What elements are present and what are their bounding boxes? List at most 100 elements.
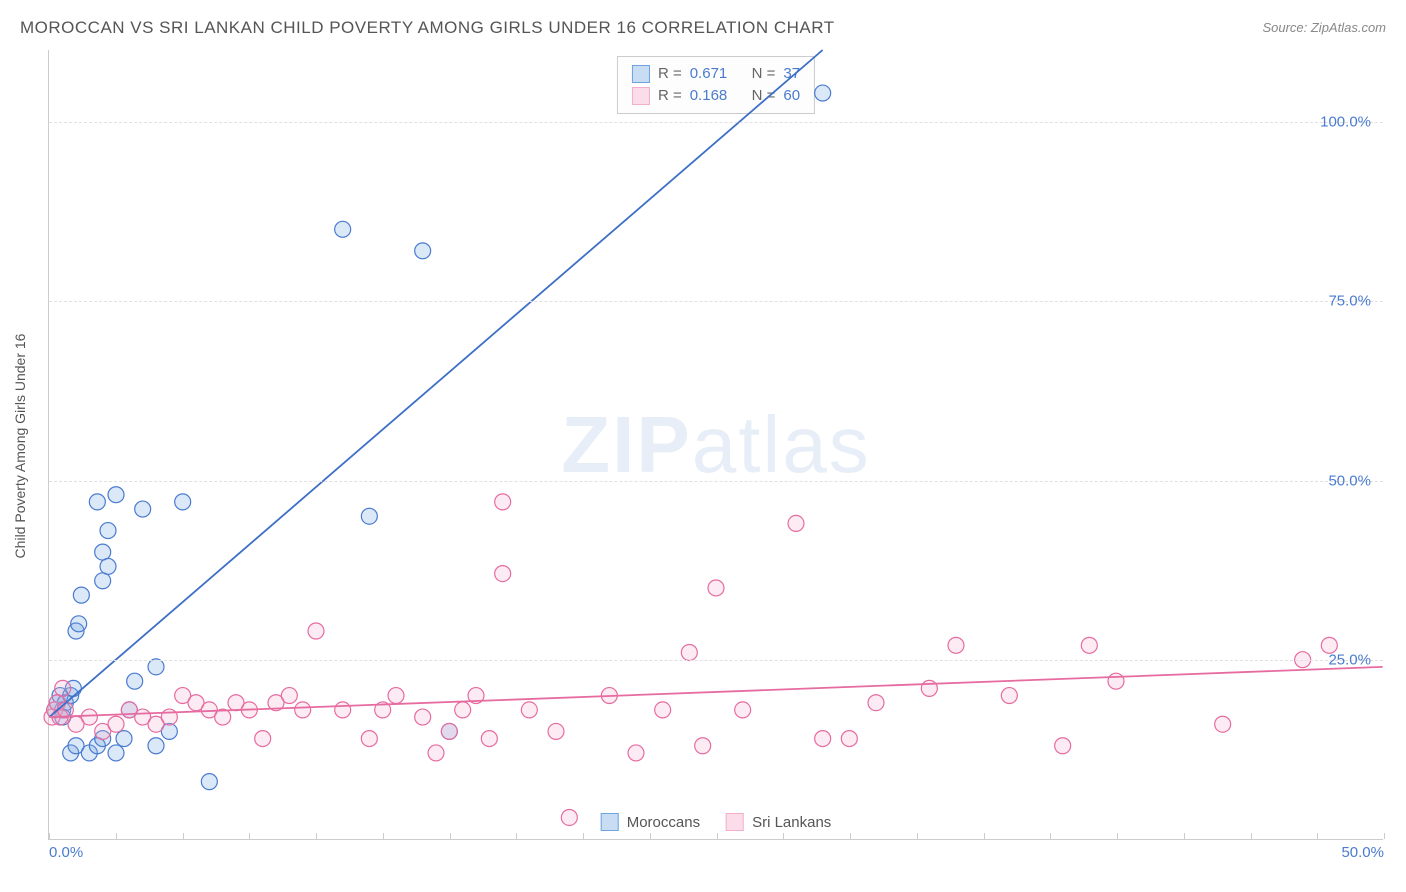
data-point <box>495 494 511 510</box>
data-point <box>100 558 116 574</box>
data-point <box>735 702 751 718</box>
x-tick <box>1184 833 1185 839</box>
legend-item-srilankans: Sri Lankans <box>726 813 831 831</box>
x-tick <box>116 833 117 839</box>
x-tick <box>850 833 851 839</box>
data-point <box>1001 688 1017 704</box>
data-point <box>95 573 111 589</box>
data-point <box>388 688 404 704</box>
data-point <box>295 702 311 718</box>
x-tick <box>383 833 384 839</box>
data-point <box>71 616 87 632</box>
x-tick <box>316 833 317 839</box>
data-point <box>100 523 116 539</box>
data-point <box>116 731 132 747</box>
x-tick <box>249 833 250 839</box>
x-tick <box>1050 833 1051 839</box>
data-point <box>108 716 124 732</box>
x-tick <box>783 833 784 839</box>
x-tick <box>583 833 584 839</box>
y-tick-label: 25.0% <box>1328 652 1371 669</box>
y-tick-label: 50.0% <box>1328 472 1371 489</box>
legend-item-moroccans: Moroccans <box>601 813 700 831</box>
fit-line <box>49 50 822 717</box>
x-tick <box>1317 833 1318 839</box>
data-point <box>335 702 351 718</box>
swatch-moroccans <box>601 813 619 831</box>
y-axis-label: Child Poverty Among Girls Under 16 <box>12 334 28 559</box>
legend-series: Moroccans Sri Lankans <box>595 811 838 833</box>
x-tick <box>917 833 918 839</box>
data-point <box>561 809 577 825</box>
data-point <box>441 723 457 739</box>
data-point <box>841 731 857 747</box>
data-point <box>681 645 697 661</box>
data-point <box>708 580 724 596</box>
data-point <box>415 709 431 725</box>
data-point <box>628 745 644 761</box>
data-point <box>481 731 497 747</box>
source-attribution: Source: ZipAtlas.com <box>1262 20 1386 35</box>
data-point <box>135 501 151 517</box>
gridline <box>49 660 1383 661</box>
x-tick <box>1384 833 1385 839</box>
data-point <box>1108 673 1124 689</box>
gridline <box>49 481 1383 482</box>
data-point <box>201 774 217 790</box>
data-point <box>548 723 564 739</box>
data-point <box>81 709 97 725</box>
x-tick <box>717 833 718 839</box>
swatch-srilankans <box>726 813 744 831</box>
data-point <box>428 745 444 761</box>
y-tick-label: 100.0% <box>1320 113 1371 130</box>
data-point <box>1081 637 1097 653</box>
data-point <box>1321 637 1337 653</box>
data-point <box>108 487 124 503</box>
legend-label: Sri Lankans <box>752 814 831 831</box>
data-point <box>175 494 191 510</box>
chart-svg <box>49 50 1383 839</box>
plot-area: ZIPatlas R = 0.671 N = 37 R = 0.168 N = … <box>48 50 1383 840</box>
x-tick-label: 0.0% <box>49 844 83 861</box>
data-point <box>868 695 884 711</box>
x-tick-label: 50.0% <box>1341 844 1384 861</box>
data-point <box>655 702 671 718</box>
data-point <box>281 688 297 704</box>
data-point <box>95 544 111 560</box>
data-point <box>495 566 511 582</box>
data-point <box>361 508 377 524</box>
data-point <box>1215 716 1231 732</box>
gridline <box>49 301 1383 302</box>
data-point <box>1055 738 1071 754</box>
data-point <box>255 731 271 747</box>
x-tick <box>450 833 451 839</box>
chart-title: MOROCCAN VS SRI LANKAN CHILD POVERTY AMO… <box>20 18 835 38</box>
gridline <box>49 122 1383 123</box>
data-point <box>921 680 937 696</box>
data-point <box>335 221 351 237</box>
data-point <box>455 702 471 718</box>
data-point <box>415 243 431 259</box>
fit-line <box>49 667 1382 717</box>
x-tick <box>183 833 184 839</box>
data-point <box>815 731 831 747</box>
legend-label: Moroccans <box>627 814 700 831</box>
y-tick-label: 75.0% <box>1328 293 1371 310</box>
data-point <box>948 637 964 653</box>
x-tick <box>1117 833 1118 839</box>
data-point <box>148 738 164 754</box>
data-point <box>521 702 537 718</box>
x-tick <box>650 833 651 839</box>
data-point <box>788 515 804 531</box>
x-tick <box>1251 833 1252 839</box>
data-point <box>361 731 377 747</box>
data-point <box>89 494 105 510</box>
data-point <box>108 745 124 761</box>
data-point <box>308 623 324 639</box>
data-point <box>815 85 831 101</box>
x-tick <box>984 833 985 839</box>
x-tick <box>516 833 517 839</box>
data-point <box>695 738 711 754</box>
data-point <box>127 673 143 689</box>
x-tick <box>49 833 50 839</box>
